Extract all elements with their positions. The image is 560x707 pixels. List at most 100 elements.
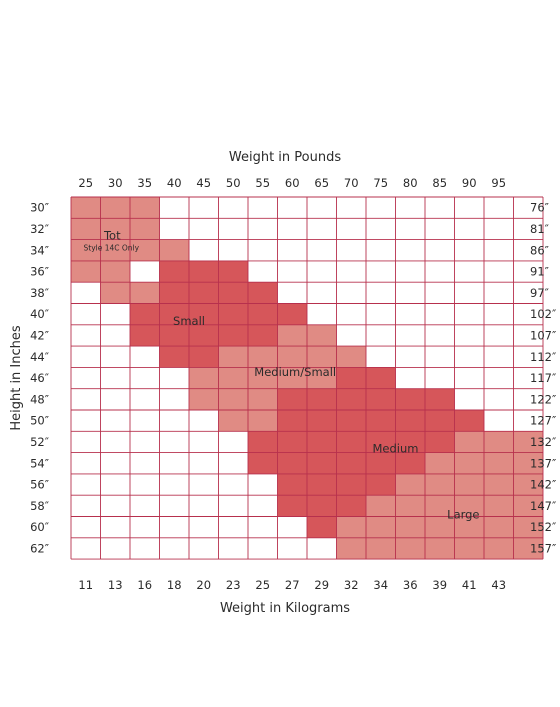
height-cm-tick: 122″ bbox=[530, 392, 557, 406]
zone-cell bbox=[395, 473, 425, 496]
kilograms-tick: 16 bbox=[137, 578, 152, 592]
height-cm-tick: 147″ bbox=[530, 499, 557, 513]
height-cm-tick: 102″ bbox=[530, 307, 557, 321]
height-cm-tick: 107″ bbox=[530, 328, 557, 342]
zone-tot bbox=[71, 197, 189, 283]
pounds-tick: 55 bbox=[255, 176, 270, 190]
zone-cell bbox=[336, 388, 366, 410]
zone-cell bbox=[277, 303, 307, 325]
pounds-tick: 40 bbox=[167, 176, 182, 190]
height-inches-tick: 34″ bbox=[30, 243, 50, 257]
zone-label-tot: Tot bbox=[103, 229, 121, 243]
zone-cell bbox=[218, 410, 248, 432]
zone-cell bbox=[130, 239, 160, 261]
zone-cell bbox=[248, 388, 278, 410]
zone-cell bbox=[218, 260, 248, 283]
pounds-tick: 70 bbox=[344, 176, 359, 190]
zone-cell bbox=[189, 260, 219, 283]
zone-cell bbox=[277, 452, 307, 474]
zone-cell bbox=[189, 282, 219, 304]
left-axis-label: Height in Inches bbox=[9, 325, 24, 431]
zone-cell bbox=[454, 516, 484, 538]
zone-cells bbox=[71, 197, 543, 560]
labels: Weight in Pounds Weight in Kilograms Hei… bbox=[9, 150, 557, 616]
height-cm-tick: 117″ bbox=[530, 371, 557, 385]
kilograms-tick: 13 bbox=[108, 578, 123, 592]
height-inches-tick: 60″ bbox=[30, 520, 50, 534]
zone-cell bbox=[336, 346, 366, 368]
zone-cell bbox=[307, 410, 337, 432]
zone-cell bbox=[307, 431, 337, 453]
height-inches-tick: 54″ bbox=[30, 456, 50, 470]
zone-cell bbox=[454, 410, 484, 432]
zone-cell bbox=[159, 303, 189, 325]
zone-cell bbox=[218, 303, 248, 325]
zone-cell bbox=[513, 452, 543, 474]
pounds-tick: 35 bbox=[137, 176, 152, 190]
zone-cell bbox=[189, 367, 219, 389]
zone-cell bbox=[425, 537, 455, 560]
zone-cell bbox=[307, 452, 337, 474]
zone-cell bbox=[71, 197, 101, 219]
zone-cell bbox=[425, 410, 455, 432]
zone-cell bbox=[130, 282, 160, 304]
zone-cell bbox=[248, 410, 278, 432]
zone-cell bbox=[366, 367, 396, 389]
pounds-tick: 50 bbox=[226, 176, 241, 190]
height-cm-tick: 152″ bbox=[530, 520, 557, 534]
zone-cell bbox=[366, 431, 396, 453]
zone-cell bbox=[130, 324, 160, 347]
zone-cell bbox=[513, 516, 543, 538]
zone-cell bbox=[513, 537, 543, 560]
zone-cell bbox=[454, 473, 484, 496]
kilograms-tick: 18 bbox=[167, 578, 182, 592]
bottom-axis-label: Weight in Kilograms bbox=[220, 601, 350, 616]
kilograms-tick: 29 bbox=[314, 578, 329, 592]
height-inches-tick: 58″ bbox=[30, 499, 50, 513]
zone-cell bbox=[395, 431, 425, 453]
zone-cell bbox=[425, 473, 455, 496]
zone-cell bbox=[366, 495, 396, 517]
pounds-tick: 95 bbox=[491, 176, 506, 190]
zone-cell bbox=[336, 537, 366, 560]
zone-cell bbox=[130, 218, 160, 240]
zone-cell bbox=[159, 324, 189, 347]
zone-cell bbox=[307, 388, 337, 410]
height-cm-tick: 157″ bbox=[530, 541, 557, 555]
zone-cell bbox=[336, 367, 366, 389]
zone-cell bbox=[484, 537, 514, 560]
zone-cell bbox=[395, 516, 425, 538]
pounds-tick: 65 bbox=[314, 176, 329, 190]
height-inches-tick: 50″ bbox=[30, 414, 50, 428]
height-inches-tick: 30″ bbox=[30, 201, 50, 215]
zone-cell bbox=[100, 218, 130, 240]
zone-cell bbox=[454, 431, 484, 453]
height-inches-tick: 42″ bbox=[30, 328, 50, 342]
zone-cell bbox=[395, 495, 425, 517]
zone-cell bbox=[425, 431, 455, 453]
zone-cell bbox=[484, 452, 514, 474]
pounds-tick: 45 bbox=[196, 176, 211, 190]
zone-cell bbox=[366, 537, 396, 560]
pounds-tick: 80 bbox=[403, 176, 418, 190]
zone-cell bbox=[277, 410, 307, 432]
zone-cell bbox=[336, 516, 366, 538]
height-cm-tick: 127″ bbox=[530, 414, 557, 428]
zone-cell bbox=[159, 260, 189, 283]
height-inches-tick: 36″ bbox=[30, 265, 50, 279]
kilograms-tick: 20 bbox=[196, 578, 211, 592]
height-inches-tick: 62″ bbox=[30, 541, 50, 555]
zone-cell bbox=[336, 473, 366, 496]
height-inches-tick: 32″ bbox=[30, 222, 50, 236]
zone-cell bbox=[248, 452, 278, 474]
height-cm-tick: 76″ bbox=[530, 201, 550, 215]
zone-cell bbox=[100, 197, 130, 219]
zone-cell bbox=[218, 324, 248, 347]
zone-cell bbox=[277, 346, 307, 368]
zone-cell bbox=[248, 324, 278, 347]
zone-cell bbox=[395, 452, 425, 474]
zone-cell bbox=[248, 367, 278, 389]
zone-cell bbox=[189, 346, 219, 368]
zone-sublabel-tot: Style 14C Only bbox=[84, 244, 140, 253]
zone-label-medium: Medium bbox=[373, 442, 419, 456]
